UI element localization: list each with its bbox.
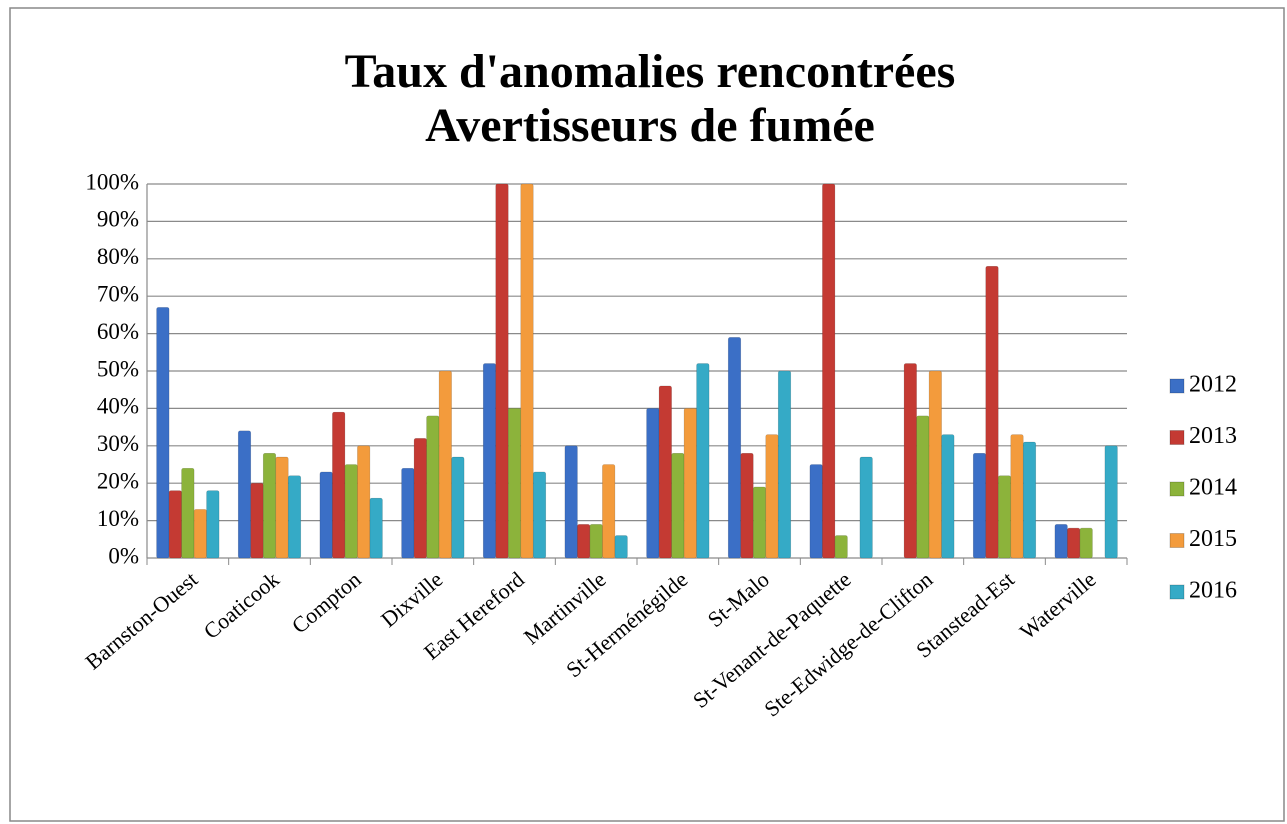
bar	[495, 183, 509, 559]
bar	[822, 183, 836, 559]
bar	[589, 524, 603, 559]
bar	[1079, 527, 1093, 559]
legend-label: 2013	[1189, 423, 1237, 449]
legend-swatch	[1169, 430, 1185, 445]
bar	[671, 452, 685, 559]
y-tick-label: 100%	[85, 169, 139, 194]
bar	[809, 464, 823, 559]
bar	[156, 307, 170, 559]
y-tick-label: 60%	[97, 319, 139, 344]
bar	[168, 490, 182, 559]
y-tick-label: 70%	[97, 281, 139, 306]
bar	[765, 434, 779, 559]
legend-swatch	[1169, 378, 1185, 394]
bar	[250, 482, 264, 559]
bar	[401, 467, 415, 559]
bar	[658, 385, 672, 559]
bar	[181, 467, 195, 559]
chart-title: Taux d'anomalies rencontrées	[345, 45, 956, 98]
bar	[859, 456, 873, 559]
bar	[614, 535, 628, 559]
y-tick-label: 80%	[97, 244, 139, 269]
bar	[985, 265, 999, 559]
bar	[972, 452, 987, 559]
bar	[577, 524, 591, 559]
bar	[1022, 441, 1037, 559]
bar	[206, 490, 220, 559]
bar	[696, 363, 710, 559]
legend-swatch	[1169, 584, 1185, 600]
bar	[564, 445, 578, 559]
legend-label: 2014	[1189, 475, 1237, 501]
bar	[777, 370, 792, 559]
legend-label: 2012	[1189, 372, 1237, 398]
bar	[602, 464, 616, 559]
bar	[275, 456, 289, 559]
bar	[683, 408, 697, 559]
bar	[451, 456, 465, 559]
y-tick-label: 40%	[97, 394, 139, 419]
bar	[520, 183, 534, 559]
bar	[916, 415, 930, 559]
legend-swatch	[1169, 481, 1185, 497]
bar	[413, 438, 427, 559]
bar	[344, 464, 358, 559]
bar	[740, 452, 754, 559]
bar	[438, 370, 452, 559]
bar	[319, 471, 333, 559]
bar	[357, 445, 371, 559]
bar	[727, 337, 742, 559]
bar	[1054, 524, 1068, 559]
bar	[193, 509, 207, 559]
bar	[426, 415, 440, 559]
bar	[332, 411, 346, 559]
legend-swatch	[1169, 533, 1185, 548]
legend-label: 2015	[1189, 526, 1237, 552]
bar	[928, 370, 942, 559]
y-tick-label: 0%	[108, 543, 139, 568]
bar	[287, 475, 302, 559]
bar	[237, 430, 252, 559]
bar	[1010, 434, 1024, 559]
bar	[646, 408, 660, 559]
bar	[1104, 445, 1118, 559]
bar	[482, 363, 497, 559]
y-tick-label: 20%	[97, 468, 139, 493]
bar	[941, 434, 955, 559]
bar	[532, 471, 547, 559]
bar	[997, 475, 1012, 559]
y-tick-label: 30%	[97, 431, 139, 456]
chart-title: Avertisseurs de fumée	[425, 99, 875, 152]
bar	[262, 452, 277, 559]
y-tick-label: 50%	[97, 356, 139, 381]
bar	[903, 363, 917, 559]
y-tick-label: 10%	[97, 506, 139, 531]
bar	[834, 535, 848, 559]
bar	[1067, 527, 1081, 559]
bar	[752, 486, 767, 559]
bar	[369, 497, 383, 559]
bar	[507, 408, 522, 559]
legend-label: 2016	[1189, 578, 1237, 604]
y-tick-label: 90%	[97, 207, 139, 232]
